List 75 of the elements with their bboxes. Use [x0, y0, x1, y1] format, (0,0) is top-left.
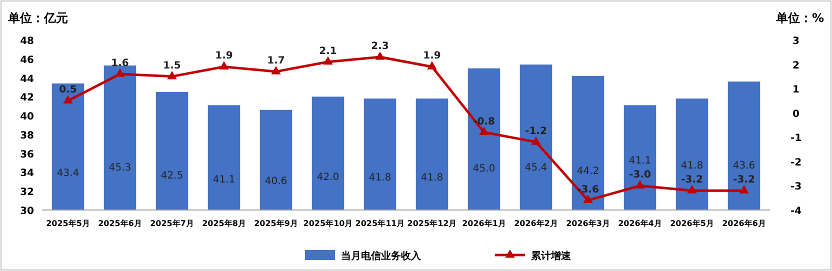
- data-label: 45.4: [524, 162, 548, 174]
- data-label: -3.2: [681, 174, 703, 186]
- data-label: 41.1: [628, 156, 652, 167]
- y2-tick-label: 1: [792, 84, 800, 96]
- data-label: -3.0: [629, 170, 651, 181]
- x-tick-label: 2025年11月: [355, 219, 405, 228]
- point: [531, 136, 541, 145]
- point: [375, 51, 385, 60]
- data-label: 41.8: [368, 172, 392, 184]
- data-label: 41.8: [420, 172, 444, 184]
- data-label: 44.2: [576, 166, 600, 177]
- point: [479, 126, 489, 136]
- point: [739, 185, 749, 194]
- x-tick-label: 2025年6月: [98, 219, 142, 228]
- point: [63, 95, 73, 104]
- y-axis-title: 单位：亿元: [7, 11, 68, 25]
- data-label: 1.5: [163, 60, 181, 72]
- data-label: 41.1: [212, 174, 236, 186]
- y-tick-label: 44: [20, 74, 34, 85]
- point: [687, 185, 697, 194]
- x-tick-label: 2025年10月: [303, 219, 353, 228]
- y-tick-label: 38: [20, 130, 34, 142]
- point: [167, 70, 177, 80]
- y2-tick-label: 2: [792, 60, 800, 72]
- x-tick-label: 2026年6月: [722, 219, 766, 228]
- point: [427, 61, 437, 70]
- data-label: 1.7: [267, 56, 285, 67]
- y2-tick-label: -4: [790, 206, 802, 217]
- x-tick-label: 2025年7月: [150, 219, 194, 228]
- y-tick-label: 46: [20, 54, 34, 66]
- data-label: -3.2: [733, 174, 755, 186]
- y2-tick-label: -2: [790, 157, 802, 168]
- point: [115, 68, 125, 77]
- y-tick-label: 32: [20, 187, 34, 198]
- x-tick-label: 2025年8月: [202, 219, 246, 228]
- y-tick-label: 40: [20, 112, 34, 123]
- legend-label: 累计增速: [530, 250, 572, 262]
- x-tick-label: 2026年1月: [462, 219, 506, 228]
- data-label: 43.6: [732, 160, 756, 172]
- x-tick-label: 2026年2月: [514, 219, 558, 228]
- data-label: 0.5: [59, 84, 77, 96]
- data-label: 42.0: [316, 172, 340, 183]
- y2-tick-label: 3: [792, 36, 800, 47]
- y2-axis-title: 单位：%: [774, 11, 824, 25]
- point: [323, 56, 333, 65]
- x-tick-label: 2025年12月: [407, 219, 457, 228]
- data-label: 1.9: [215, 50, 233, 62]
- point: [583, 194, 593, 204]
- y-tick-label: 42: [20, 92, 34, 104]
- data-label: 42.5: [160, 170, 184, 182]
- y-tick-label: 36: [20, 149, 34, 160]
- y2-tick-label: 0: [792, 108, 800, 120]
- y-tick-label: 48: [20, 36, 34, 47]
- point: [635, 180, 645, 188]
- data-label: 40.6: [264, 176, 288, 187]
- data-label: 1.9: [423, 50, 441, 62]
- point: [271, 66, 281, 74]
- x-tick-label: 2025年5月: [46, 219, 90, 228]
- data-label: 45.3: [108, 162, 132, 174]
- y2-tick-label: -1: [790, 133, 802, 144]
- x-tick-label: 2026年4月: [618, 219, 662, 228]
- y2-tick-label: -3: [790, 182, 802, 193]
- data-label: 41.8: [680, 160, 704, 172]
- x-tick-label: 2026年3月: [566, 219, 610, 228]
- data-label: 45.0: [472, 164, 496, 174]
- data-label: -1.2: [525, 126, 547, 137]
- legend-label: 当月电信业务收入: [341, 250, 422, 262]
- point: [219, 61, 229, 70]
- data-label: 43.4: [56, 168, 80, 180]
- x-tick-label: 2026年5月: [670, 219, 714, 228]
- data-label: 2.1: [319, 46, 337, 57]
- x-tick-label: 2025年9月: [254, 219, 298, 228]
- y-tick-label: 30: [20, 206, 34, 217]
- data-label: 2.3: [371, 41, 389, 52]
- y-tick-label: 34: [20, 168, 34, 180]
